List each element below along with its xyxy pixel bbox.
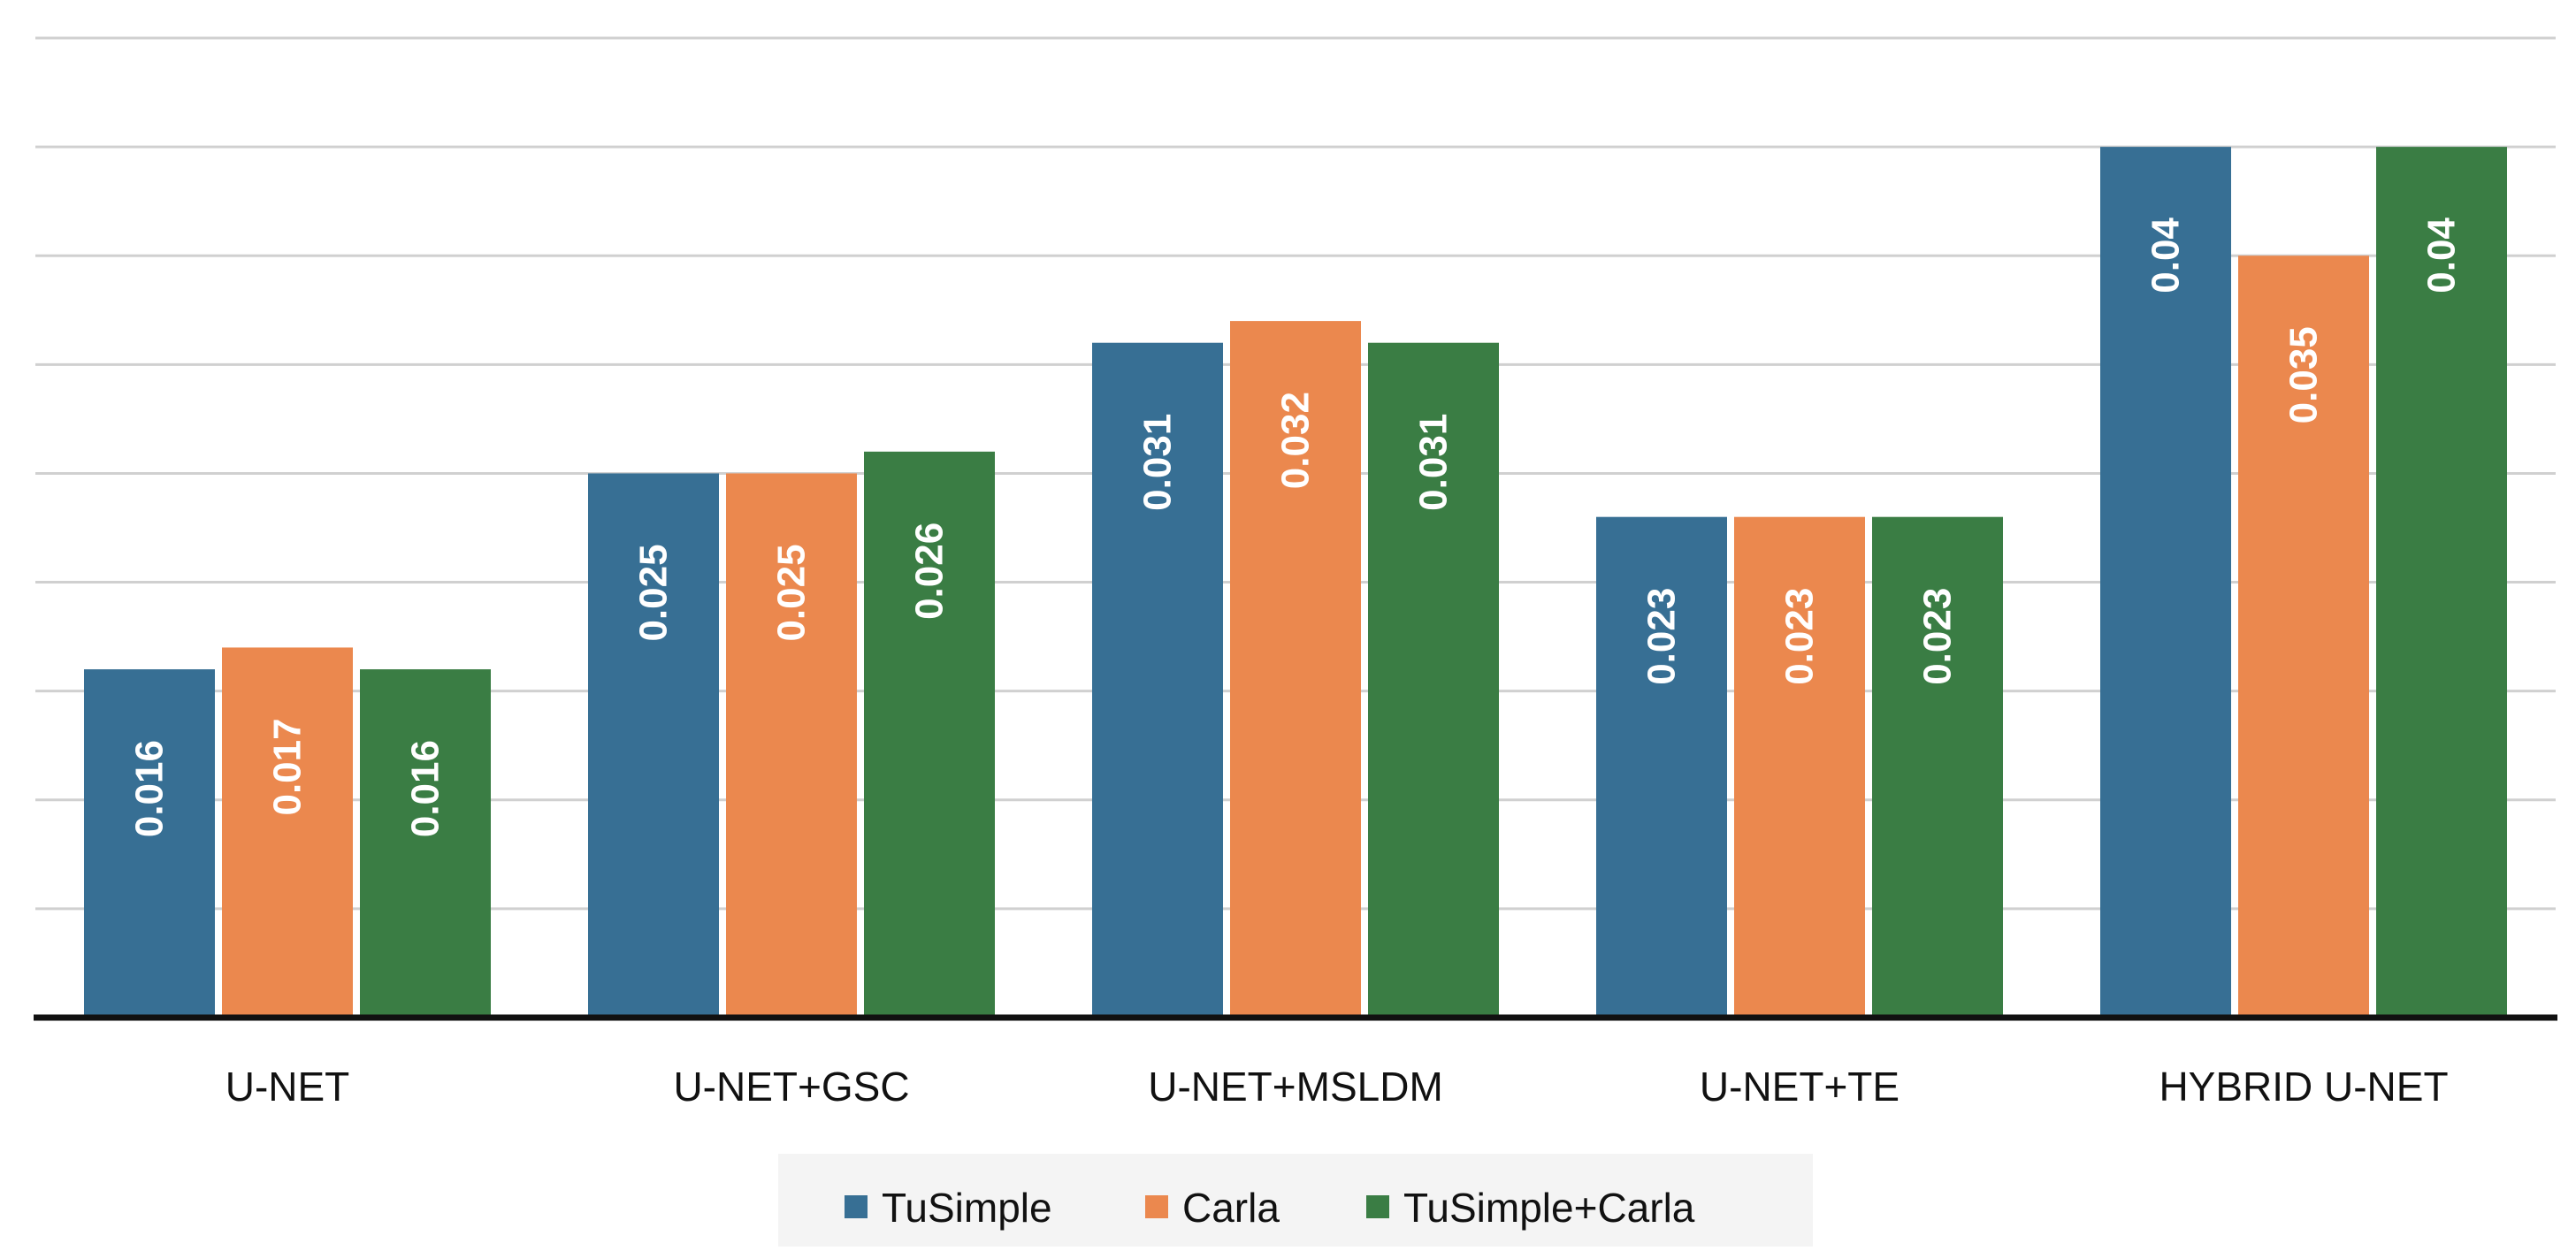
data-label: 0.023 [1778,588,1822,685]
bar-tusimple-3 [1092,342,1223,1018]
x-tick-label: U-NET+MSLDM [1148,1064,1443,1110]
data-label: 0.031 [1412,414,1456,511]
bar-tusimple-2 [588,473,719,1018]
bar-tusimple-4 [1596,516,1727,1018]
bar-carla-5 [2238,256,2369,1018]
legend-swatch [845,1195,868,1218]
bar-tusimple-5 [2100,147,2231,1018]
bar-tusimple-carla-5 [2376,147,2507,1018]
bar-carla-4 [1734,516,1865,1018]
bar-carla-2 [726,473,857,1018]
bar-tusimple-carla-3 [1368,342,1499,1018]
data-label: 0.025 [770,544,814,641]
bar-carla-1 [222,647,353,1018]
data-label: 0.035 [2282,326,2326,423]
bars: 0.016 0.017 0.016 0.025 0.025 0.026 0.031 0.032… [84,147,2507,1018]
data-label: 0.017 [266,718,310,815]
bar-tusimple-1 [84,669,215,1018]
x-tick-label: HYBRID U-NET [2159,1064,2448,1110]
legend-label: TuSimple+Carla [1403,1185,1695,1231]
legend-label: TuSimple [882,1185,1052,1231]
bar-carla-3 [1230,321,1361,1018]
x-tick-labels: U-NET U-NET+GSC U-NET+MSLDM U-NET+TE HYBRID … [225,1064,2449,1110]
data-label: 0.026 [908,523,952,620]
data-label: 0.04 [2420,217,2464,294]
data-label: 0.016 [128,740,172,837]
legend-swatch [1366,1195,1389,1218]
data-label: 0.04 [2144,217,2188,294]
x-tick-label: U-NET [225,1064,350,1110]
legend-label: Carla [1182,1185,1280,1231]
data-label: 0.023 [1916,588,1960,685]
bar-tusimple-carla-2 [864,451,995,1018]
data-label: 0.025 [632,544,676,641]
bar-tusimple-carla-1 [360,669,491,1018]
data-label: 0.016 [404,740,447,837]
data-label: 0.023 [1640,588,1684,685]
x-tick-label: U-NET+GSC [673,1064,909,1110]
data-label: 0.031 [1136,414,1180,511]
x-tick-label: U-NET+TE [1700,1064,1900,1110]
bar-tusimple-carla-4 [1872,516,2003,1018]
legend-background [778,1154,1813,1247]
data-label: 0.032 [1274,392,1318,489]
legend-swatch [1145,1195,1168,1218]
legend: TuSimple Carla TuSimple+Carla [778,1154,1813,1247]
